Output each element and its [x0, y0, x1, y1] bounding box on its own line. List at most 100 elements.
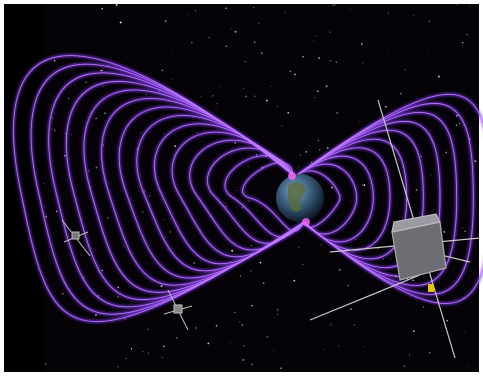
star: [216, 108, 218, 109]
field-lines: [13, 55, 483, 323]
star: [148, 352, 150, 354]
star: [464, 332, 466, 334]
star: [239, 275, 241, 277]
star: [130, 348, 133, 350]
star: [160, 285, 163, 288]
star: [265, 99, 268, 102]
field-line: [154, 123, 305, 265]
star: [250, 244, 253, 247]
star: [239, 321, 241, 323]
star: [294, 73, 296, 76]
star: [250, 363, 253, 366]
star: [258, 22, 260, 24]
star: [186, 191, 187, 193]
field-line: [30, 63, 305, 315]
star: [399, 92, 402, 95]
star: [270, 85, 272, 87]
aurora: [288, 172, 296, 180]
star: [256, 209, 258, 211]
star: [107, 217, 109, 219]
star: [415, 189, 418, 191]
star: [443, 231, 446, 233]
star: [49, 93, 51, 95]
star: [336, 112, 339, 114]
star: [100, 69, 103, 72]
star: [317, 90, 319, 93]
star: [426, 51, 428, 52]
field-line: [296, 155, 374, 243]
star: [313, 40, 314, 41]
star: [329, 325, 331, 327]
star: [161, 69, 164, 72]
star: [245, 95, 248, 98]
star: [362, 346, 364, 348]
star: [260, 52, 263, 55]
star: [432, 212, 434, 214]
star: [254, 41, 256, 43]
star: [302, 263, 304, 266]
star: [231, 249, 234, 252]
star: [338, 268, 341, 271]
star: [44, 363, 47, 365]
star: [474, 160, 477, 163]
star: [461, 192, 462, 194]
field-line: [296, 93, 483, 304]
star: [262, 282, 265, 284]
star: [111, 223, 112, 225]
star: [161, 356, 163, 359]
star: [439, 280, 440, 282]
star: [151, 281, 152, 283]
star: [76, 43, 78, 45]
star: [196, 132, 198, 134]
star: [276, 313, 278, 315]
star: [119, 21, 122, 24]
star: [259, 261, 262, 264]
star: [362, 62, 364, 64]
star: [95, 314, 97, 316]
star: [467, 69, 469, 70]
star: [216, 102, 218, 105]
star: [299, 154, 301, 156]
star: [309, 145, 310, 146]
star: [350, 200, 351, 202]
star: [124, 115, 126, 117]
star: [230, 28, 232, 30]
star: [347, 284, 349, 287]
star: [63, 154, 66, 157]
star: [281, 125, 283, 126]
star: [236, 189, 238, 191]
star: [284, 12, 286, 14]
field-line: [207, 147, 305, 244]
field-line: [296, 120, 441, 277]
star: [469, 5, 471, 7]
field-line: [296, 111, 458, 286]
star: [468, 365, 470, 367]
star: [276, 308, 279, 311]
field-line: [136, 115, 305, 272]
star: [236, 205, 238, 207]
star: [191, 41, 193, 44]
star: [280, 367, 282, 370]
star: [334, 4, 336, 6]
star: [318, 148, 321, 151]
star: [123, 245, 125, 247]
satellite-small: [163, 289, 193, 331]
star: [446, 319, 449, 322]
star: [61, 292, 64, 295]
star: [456, 4, 458, 6]
satellite-large: [309, 99, 481, 359]
star: [428, 20, 431, 23]
star: [117, 17, 118, 19]
star: [207, 342, 210, 345]
star: [250, 270, 252, 272]
star: [338, 345, 339, 347]
star: [234, 311, 236, 314]
star: [174, 145, 177, 148]
star: [359, 121, 360, 123]
star: [362, 184, 364, 186]
star: [176, 337, 178, 339]
star: [458, 122, 461, 125]
star: [102, 85, 104, 88]
star: [314, 97, 316, 99]
